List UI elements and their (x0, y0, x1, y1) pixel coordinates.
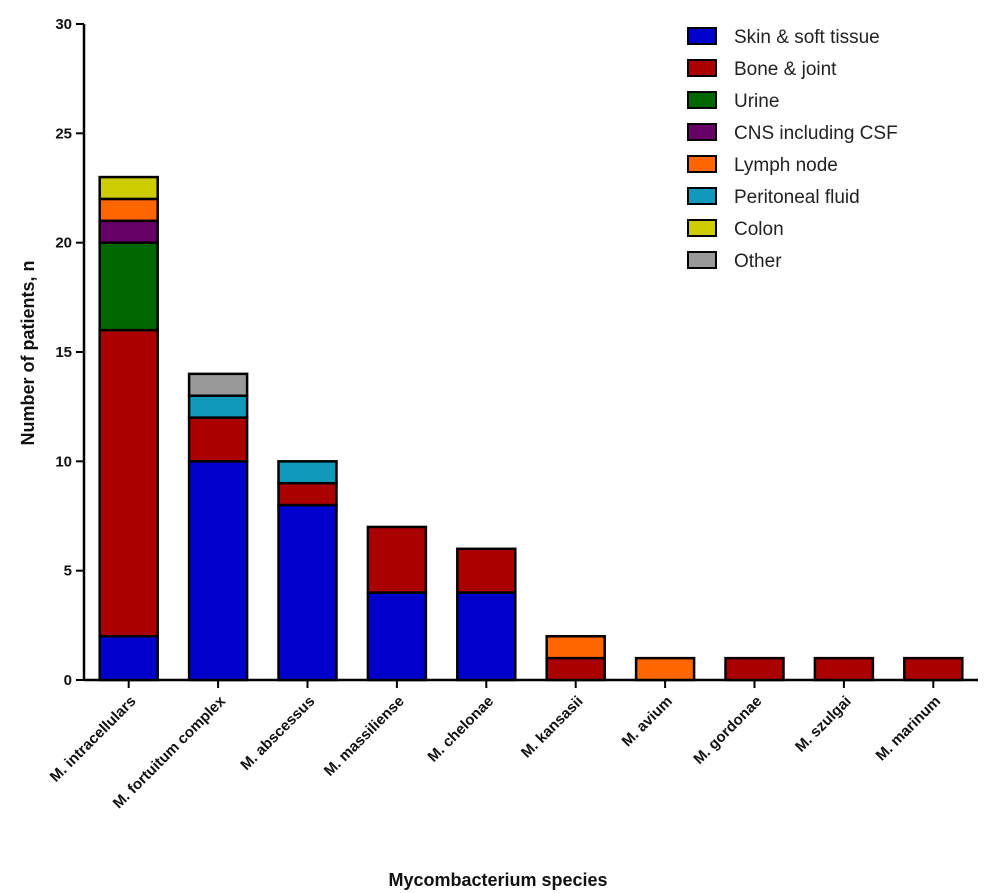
bar-segment (187, 394, 249, 419)
bar-segment (545, 635, 606, 660)
legend-label: Lymph node (734, 155, 838, 176)
chart-bars (98, 175, 964, 682)
bar-segment (98, 219, 159, 244)
legend-label: CNS including CSF (734, 123, 898, 144)
x-tick-label: M. gordonae (690, 693, 765, 768)
legend-swatch (687, 219, 717, 237)
x-tick-label: M. szulgai (792, 693, 855, 756)
bar-segment (366, 591, 428, 682)
legend-label: Urine (734, 91, 779, 112)
bar-segment (98, 175, 159, 201)
legend-swatch (687, 187, 717, 205)
bar-segment (187, 460, 249, 682)
bar-segment (724, 656, 785, 682)
bar-segment (98, 635, 159, 682)
legend-swatch (687, 59, 717, 77)
x-tick-label: M. marinum (873, 693, 945, 765)
bar-segment (187, 372, 249, 397)
x-axis-title: Mycombacterium species (388, 870, 607, 890)
bar-segment (98, 328, 159, 638)
chart-legend: Skin & soft tissue Bone & joint Urine CNS i… (687, 27, 898, 272)
legend-swatch (687, 91, 717, 109)
legend-swatch (687, 155, 717, 173)
x-tick-label: M. massiliense (321, 693, 408, 780)
legend-swatch (687, 123, 717, 141)
bar-segment (456, 547, 517, 594)
legend-label: Bone & joint (734, 59, 837, 80)
y-tick-label: 5 (64, 563, 72, 580)
y-tick-label: 10 (55, 453, 72, 470)
bar-segment (187, 416, 249, 463)
y-tick-label: 25 (55, 125, 72, 142)
legend-swatch (687, 251, 717, 269)
bar-segment (366, 525, 428, 594)
bar-segment (98, 197, 159, 223)
legend-label: Colon (734, 219, 784, 240)
y-tick-label: 0 (64, 672, 72, 689)
x-tick-label: M. abscessus (237, 693, 318, 774)
x-tick-label: M. kansasii (518, 693, 587, 762)
bar-segment (813, 656, 875, 682)
y-tick-label: 15 (55, 344, 72, 361)
bar-segment (456, 591, 517, 682)
legend-label: Other (734, 251, 782, 272)
bar-segment (634, 656, 696, 682)
y-axis-title: Number of patients, n (18, 260, 38, 445)
bar-segment (277, 481, 338, 507)
x-tick-label: M. avium (619, 693, 676, 750)
legend-label: Skin & soft tissue (734, 27, 880, 48)
bar-segment (277, 503, 338, 682)
bar-segment (98, 241, 159, 332)
y-tick-label: 20 (55, 235, 72, 252)
legend-label: Peritoneal fluid (734, 187, 860, 208)
x-tick-label: M. chelonae (424, 693, 497, 766)
legend-swatch (687, 27, 717, 45)
y-tick-label: 30 (55, 16, 72, 33)
bar-segment (903, 656, 964, 682)
bar-segment (545, 656, 606, 682)
x-tick-label: M. intracellulars (47, 693, 140, 786)
bar-segment (277, 460, 338, 485)
